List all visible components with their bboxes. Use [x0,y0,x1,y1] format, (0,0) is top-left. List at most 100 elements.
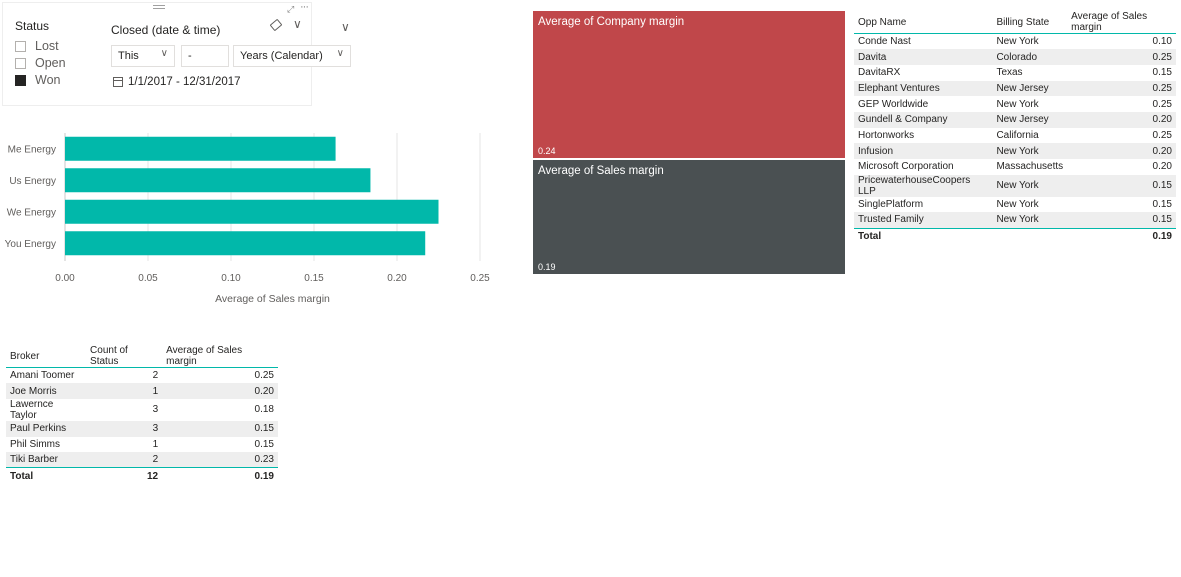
table-cell: 0.20 [162,383,278,399]
table-row[interactable]: Gundell & Company New Jersey 0.20 [854,111,1176,128]
table-row[interactable]: Joe Morris 1 0.20 [6,383,278,399]
table-row[interactable]: Trusted Family New York 0.15 [854,212,1176,229]
sales-margin-bar-chart: 0.00 0.05 0.10 0.15 0.20 0.25 Me Energy Us Ener… [0,125,500,320]
table-row[interactable]: Davita Colorado 0.25 [854,49,1176,65]
table-row[interactable]: PricewaterhouseCoopers LLP New York 0.15 [854,174,1176,197]
period-unit-select[interactable]: Years (Calendar) ∨ [233,45,351,67]
table-cell: 0.15 [162,420,278,437]
table-row[interactable]: Lawernce Taylor 3 0.18 [6,399,278,421]
status-option-label: Lost [35,39,59,53]
table-cell: 0.15 [1067,174,1176,197]
x-tick-label: 0.15 [304,273,324,284]
table-cell: New York [996,199,1039,211]
total-cell: 12 [86,467,163,484]
y-category-label: Me Energy [8,144,56,155]
table-cell: New Jersey [992,111,1068,128]
table-row[interactable]: DavitaRX Texas 0.15 [854,65,1176,81]
date-range[interactable]: 1/1/2017 - 12/31/2017 [113,76,241,88]
bar[interactable] [65,199,439,224]
focus-mode-icon[interactable]: ⤢ [287,4,295,14]
table-cell: Davita [854,49,993,65]
table-cell: 0.15 [1152,67,1172,79]
table-row[interactable]: Infusion New York 0.20 [854,143,1176,159]
chevron-down-icon[interactable]: ∨ [341,20,350,34]
margin-treemap: Average of Company margin 0.24 Average o… [533,11,845,274]
table-cell: California [996,129,1039,141]
table-cell: 0.20 [1067,143,1176,159]
table-cell: New York [996,36,1039,48]
status-option-lost[interactable]: Lost [15,38,59,54]
table-cell: New York [992,212,1068,229]
table-row[interactable]: SinglePlatform New York 0.15 [854,197,1176,213]
calendar-icon[interactable] [113,77,123,87]
chevron-down-icon: ∨ [336,48,344,59]
date-range-text: 1/1/2017 - 12/31/2017 [128,76,241,88]
slicer-panel: ⤢ ··· Status Lost Open Won Closed (date … [2,1,351,106]
more-options-icon[interactable]: ··· [300,1,309,13]
x-axis-title: Average of Sales margin [215,293,330,305]
column-header[interactable]: Average of Sales margin [1067,11,1176,34]
table-row[interactable]: Paul Perkins 3 0.15 [6,420,278,437]
period-select-value: This [118,50,139,62]
treemap-cell-label: Average of Sales margin [538,165,664,177]
table-row[interactable]: Tiki Barber 2 0.23 [6,452,278,468]
table-cell: New York [996,98,1039,110]
column-header[interactable]: Broker [6,345,87,368]
bar[interactable] [65,136,336,161]
period-select[interactable]: This ∨ [111,45,175,67]
table-row[interactable]: Elephant Ventures New Jersey 0.25 [854,80,1176,97]
table-row[interactable]: GEP Worldwide New York 0.25 [854,96,1176,112]
total-cell [992,227,1068,245]
column-header[interactable]: Opp Name [854,11,993,34]
clear-selections-icon[interactable] [269,18,283,32]
table-cell: Joe Morris [6,383,87,399]
table-cell: 0.15 [254,438,274,450]
table-cell: New York [992,174,1068,197]
table-cell: Massachusetts [996,161,1064,173]
table-cell: Phil Simms [10,438,61,450]
table-cell: 3 [86,420,163,437]
bar[interactable] [65,231,426,256]
status-option-won[interactable]: Won [15,72,60,88]
table-cell: 0.18 [254,404,274,416]
table-cell: Conde Nast [858,36,911,48]
table-cell: Tiki Barber [6,452,87,468]
table-row[interactable]: Phil Simms 1 0.15 [6,437,278,453]
chevron-down-icon[interactable]: ∨ [293,17,302,31]
checkbox-icon[interactable] [15,57,26,69]
table-cell: Paul Perkins [6,420,87,437]
x-tick-label: 0.00 [55,273,75,284]
checkbox-icon[interactable] [15,40,26,52]
treemap-cell-label: Average of Company margin [538,16,685,28]
status-option-label: Open [35,56,66,70]
table-cell: New York [992,143,1068,159]
status-slicer-title: Status [15,19,50,33]
table-cell: 0.20 [1067,111,1176,128]
total-cell: 0.19 [162,467,278,484]
y-category-label: Us Energy [9,176,56,187]
table-row[interactable]: Microsoft Corporation Massachusetts 0.20 [854,159,1176,175]
total-row: Total 12 0.19 [6,467,278,484]
checkbox-checked-icon[interactable] [15,74,26,86]
column-header[interactable]: Count of Status [86,345,163,368]
status-option-open[interactable]: Open [15,55,66,71]
treemap-cell-sales-margin[interactable]: Average of Sales margin 0.19 [533,160,845,274]
column-header[interactable]: Billing State [992,11,1068,34]
table-cell: 3 [152,404,159,416]
table-row[interactable]: Amani Toomer 2 0.25 [6,368,278,384]
table-cell: 0.25 [1067,80,1176,97]
table-cell: Hortonworks [858,129,915,141]
table-row[interactable]: Conde Nast New York 0.10 [854,34,1176,50]
table-cell: Elephant Ventures [854,80,993,97]
table-cell: PricewaterhouseCoopers LLP [854,174,993,197]
bar[interactable] [65,168,371,193]
table-cell: 0.23 [162,452,278,468]
period-number-input[interactable]: - [181,45,229,67]
column-header[interactable]: Average of Sales margin [162,345,278,368]
x-tick-label: 0.20 [387,273,407,284]
drag-grip-icon[interactable] [153,5,165,9]
treemap-cell-company-margin[interactable]: Average of Company margin 0.24 [533,11,845,158]
table-cell: Gundell & Company [854,111,993,128]
x-tick-label: 0.05 [138,273,158,284]
table-row[interactable]: Hortonworks California 0.25 [854,128,1176,144]
